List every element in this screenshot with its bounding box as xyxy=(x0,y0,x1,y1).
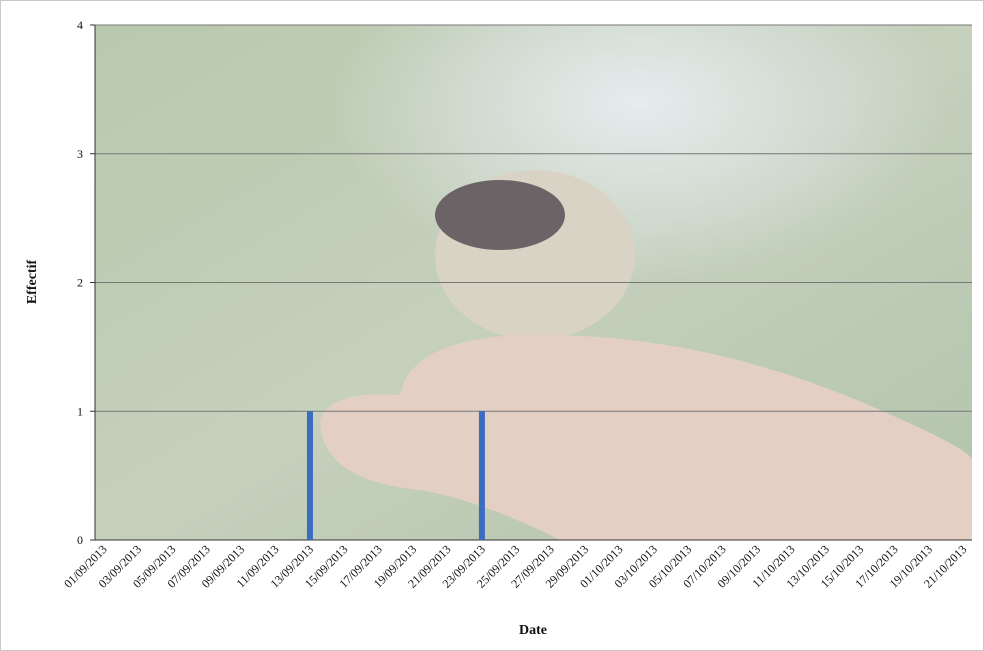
x-axis-title: Date xyxy=(519,623,547,638)
bar xyxy=(306,411,313,540)
y-axis-title: Effectif xyxy=(25,260,40,305)
y-tick-label: 1 xyxy=(77,404,83,418)
y-tick-label: 4 xyxy=(77,18,83,32)
bar xyxy=(478,411,485,540)
y-tick-label: 0 xyxy=(77,533,83,547)
y-tick-label: 3 xyxy=(77,147,83,161)
y-tick-label: 2 xyxy=(77,276,83,290)
